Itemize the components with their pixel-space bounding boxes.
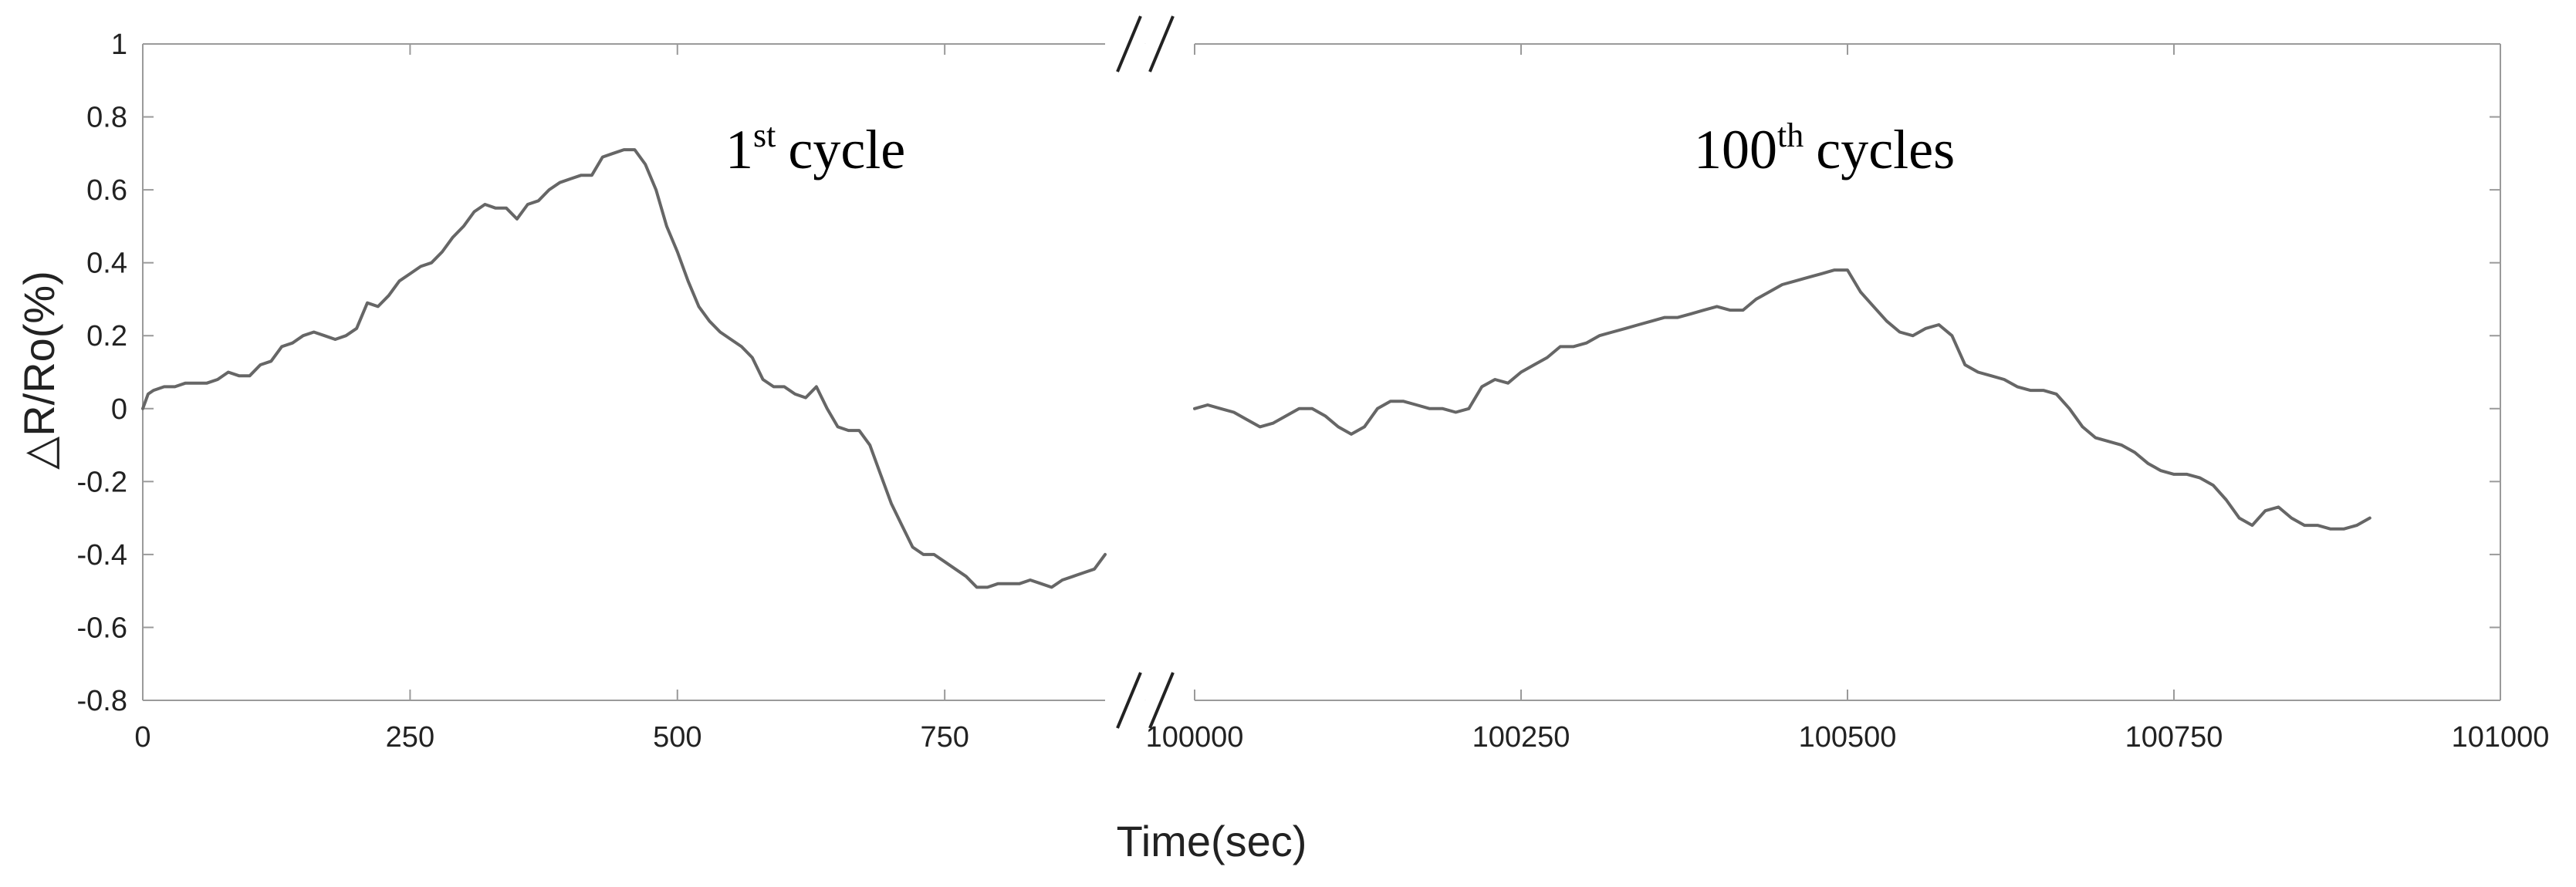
x-tick-label: 250 <box>386 721 434 754</box>
x-tick-label: 750 <box>920 721 969 754</box>
tick-marks <box>142 43 2501 701</box>
y-tick-label: 0.8 <box>86 102 127 134</box>
y-tick-label: -0.8 <box>77 685 127 717</box>
x-tick-label: 500 <box>653 721 701 754</box>
y-tick-label: -0.4 <box>77 539 127 572</box>
y-tick-label: -0.2 <box>77 466 127 498</box>
cycle-annotation-1: 1st cycle <box>725 116 905 180</box>
y-tick-label: 0 <box>111 393 127 426</box>
annotation-number: 100 <box>1694 119 1777 180</box>
y-tick-label: 0.6 <box>86 174 127 207</box>
y-tick-labels: -0.8 -0.6 -0.4 -0.2 0 0.2 0.4 0.6 0.8 1 <box>77 29 127 717</box>
x-tick-label: 100250 <box>1472 721 1570 754</box>
annotation-text: cycle <box>788 119 905 180</box>
break-slash <box>1148 672 1175 729</box>
series-line-panel-2 <box>1193 268 2371 531</box>
x-tick-label: 100500 <box>1799 721 1897 754</box>
x-tick-label: 0 <box>134 721 150 754</box>
annotation-number: 1 <box>725 119 753 180</box>
annotation-superscript: th <box>1777 116 1804 154</box>
cycle-annotations: 1st cycle 100th cycles <box>725 116 1955 180</box>
data-series <box>141 148 2371 589</box>
x-tick-label: 100750 <box>2125 721 2223 754</box>
x-tick-label: 101000 <box>2452 721 2550 754</box>
break-slash <box>1116 15 1142 73</box>
y-axis-title: △R/Ro(%) <box>15 271 63 470</box>
y-tick-label: 0.2 <box>86 320 127 352</box>
series-line-panel-1 <box>141 148 1107 589</box>
y-tick-label: -0.6 <box>77 612 127 644</box>
y-tick-label: 1 <box>111 29 127 61</box>
x-axis-title: Time(sec) <box>1117 817 1307 865</box>
cycle-annotation-2: 100th cycles <box>1694 116 1955 180</box>
annotation-text: cycles <box>1816 119 1955 180</box>
x-tick-label: 100000 <box>1146 721 1244 754</box>
break-slash <box>1116 672 1142 729</box>
y-tick-label: 0.4 <box>86 248 127 280</box>
annotation-superscript: st <box>753 116 776 154</box>
x-tick-labels: 0 250 500 750 100000 100250 100500 100750 101000 <box>134 721 2549 754</box>
break-slash <box>1148 15 1175 73</box>
